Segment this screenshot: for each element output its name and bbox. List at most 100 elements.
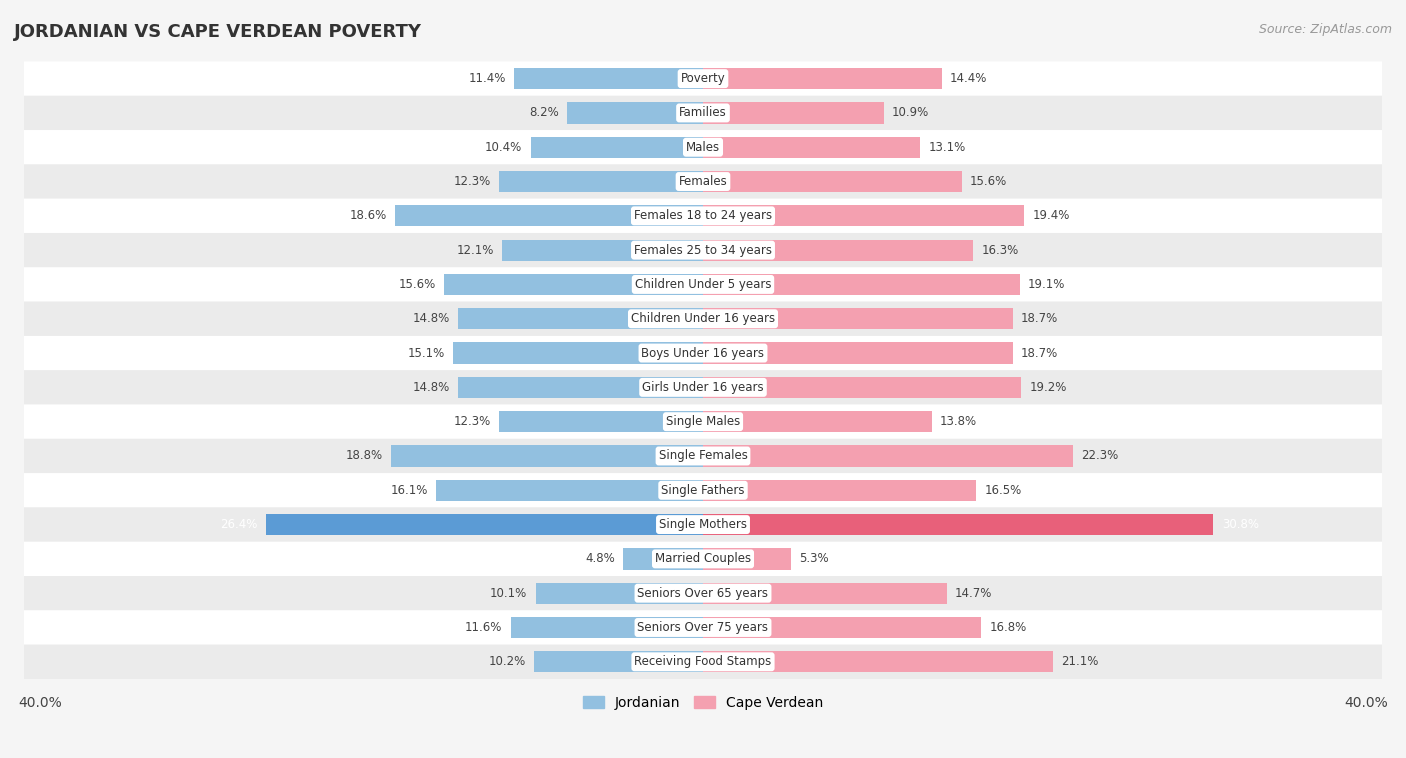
Text: 18.8%: 18.8% (346, 449, 384, 462)
Legend: Jordanian, Cape Verdean: Jordanian, Cape Verdean (578, 691, 828, 716)
Text: Males: Males (686, 141, 720, 154)
Bar (499, 171, 703, 193)
Bar (623, 548, 703, 569)
FancyBboxPatch shape (7, 199, 1399, 233)
Bar (703, 583, 946, 604)
Text: Single Mothers: Single Mothers (659, 518, 747, 531)
FancyBboxPatch shape (7, 405, 1399, 439)
Text: 14.8%: 14.8% (412, 381, 450, 394)
Bar (703, 308, 1012, 330)
Bar (536, 583, 703, 604)
Text: 4.8%: 4.8% (585, 553, 616, 565)
Text: 19.4%: 19.4% (1033, 209, 1070, 222)
Bar (391, 446, 703, 467)
Text: Seniors Over 65 years: Seniors Over 65 years (637, 587, 769, 600)
Text: 10.2%: 10.2% (488, 656, 526, 669)
Text: 10.4%: 10.4% (485, 141, 523, 154)
Bar (453, 343, 703, 364)
Text: 19.1%: 19.1% (1028, 278, 1066, 291)
Bar (703, 377, 1021, 398)
FancyBboxPatch shape (7, 507, 1399, 542)
Bar (703, 617, 981, 638)
Bar (530, 136, 703, 158)
Text: Single Females: Single Females (658, 449, 748, 462)
Text: 15.1%: 15.1% (408, 346, 444, 359)
FancyBboxPatch shape (7, 233, 1399, 268)
FancyBboxPatch shape (7, 130, 1399, 164)
FancyBboxPatch shape (7, 336, 1399, 370)
FancyBboxPatch shape (7, 542, 1399, 576)
Text: 13.1%: 13.1% (928, 141, 966, 154)
Bar (703, 102, 883, 124)
Text: Source: ZipAtlas.com: Source: ZipAtlas.com (1258, 23, 1392, 36)
Bar (703, 171, 962, 193)
FancyBboxPatch shape (7, 302, 1399, 336)
FancyBboxPatch shape (7, 644, 1399, 679)
Text: 18.7%: 18.7% (1021, 312, 1059, 325)
Text: 18.7%: 18.7% (1021, 346, 1059, 359)
Bar (703, 68, 942, 89)
Text: Boys Under 16 years: Boys Under 16 years (641, 346, 765, 359)
Bar (499, 411, 703, 432)
Text: 19.2%: 19.2% (1029, 381, 1067, 394)
Bar (703, 343, 1012, 364)
Text: 12.1%: 12.1% (457, 243, 494, 257)
Text: 10.1%: 10.1% (491, 587, 527, 600)
Text: Receiving Food Stamps: Receiving Food Stamps (634, 656, 772, 669)
Text: Seniors Over 75 years: Seniors Over 75 years (637, 621, 769, 634)
Bar (502, 240, 703, 261)
Text: Females 18 to 24 years: Females 18 to 24 years (634, 209, 772, 222)
FancyBboxPatch shape (7, 61, 1399, 96)
FancyBboxPatch shape (7, 610, 1399, 644)
Text: 14.4%: 14.4% (950, 72, 987, 85)
Text: Girls Under 16 years: Girls Under 16 years (643, 381, 763, 394)
Text: 16.5%: 16.5% (984, 484, 1022, 496)
Text: 26.4%: 26.4% (219, 518, 257, 531)
Text: 21.1%: 21.1% (1062, 656, 1098, 669)
Text: JORDANIAN VS CAPE VERDEAN POVERTY: JORDANIAN VS CAPE VERDEAN POVERTY (14, 23, 422, 41)
Text: 11.4%: 11.4% (468, 72, 506, 85)
Bar (703, 480, 976, 501)
Bar (703, 411, 932, 432)
Bar (444, 274, 703, 295)
Text: 14.8%: 14.8% (412, 312, 450, 325)
Bar (703, 274, 1019, 295)
Bar (703, 446, 1073, 467)
Text: Married Couples: Married Couples (655, 553, 751, 565)
Bar (703, 136, 920, 158)
Text: 12.3%: 12.3% (454, 175, 491, 188)
Text: 30.8%: 30.8% (1222, 518, 1258, 531)
Text: Females 25 to 34 years: Females 25 to 34 years (634, 243, 772, 257)
Text: 16.1%: 16.1% (391, 484, 427, 496)
FancyBboxPatch shape (7, 268, 1399, 302)
Text: 12.3%: 12.3% (454, 415, 491, 428)
Bar (458, 308, 703, 330)
Text: 13.8%: 13.8% (941, 415, 977, 428)
Bar (436, 480, 703, 501)
Bar (567, 102, 703, 124)
Text: Single Fathers: Single Fathers (661, 484, 745, 496)
Bar (515, 68, 703, 89)
Text: 18.6%: 18.6% (349, 209, 387, 222)
Bar (266, 514, 703, 535)
FancyBboxPatch shape (7, 96, 1399, 130)
Bar (703, 240, 973, 261)
Text: 10.9%: 10.9% (891, 106, 929, 120)
Text: Children Under 16 years: Children Under 16 years (631, 312, 775, 325)
Text: 22.3%: 22.3% (1081, 449, 1118, 462)
Bar (458, 377, 703, 398)
FancyBboxPatch shape (7, 473, 1399, 507)
Text: 15.6%: 15.6% (970, 175, 1007, 188)
Text: Single Males: Single Males (666, 415, 740, 428)
Bar (703, 651, 1053, 672)
FancyBboxPatch shape (7, 164, 1399, 199)
Text: 11.6%: 11.6% (465, 621, 502, 634)
Bar (703, 514, 1213, 535)
Bar (510, 617, 703, 638)
FancyBboxPatch shape (7, 370, 1399, 405)
Bar (703, 548, 790, 569)
Text: 16.3%: 16.3% (981, 243, 1018, 257)
FancyBboxPatch shape (7, 439, 1399, 473)
Text: 15.6%: 15.6% (399, 278, 436, 291)
Text: 14.7%: 14.7% (955, 587, 993, 600)
